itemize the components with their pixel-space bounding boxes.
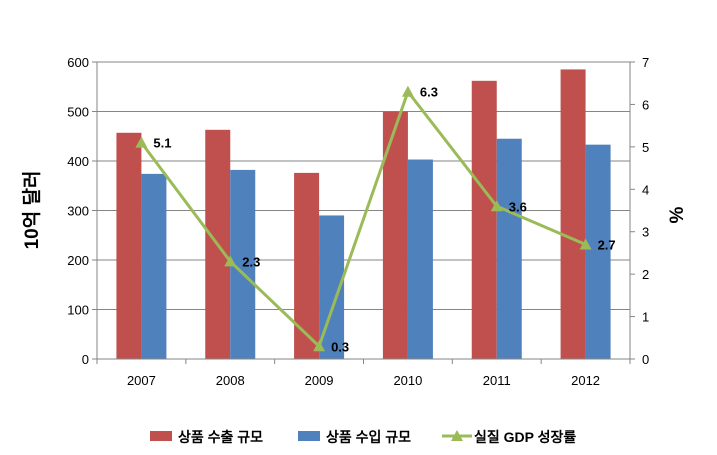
y2-tick-label: 1: [642, 310, 649, 325]
gdp-marker: [135, 136, 148, 148]
y-tick-label: 0: [82, 352, 89, 367]
y2-axis-label: %: [667, 206, 688, 223]
data-label: 6.3: [420, 85, 438, 100]
y-tick-label: 400: [67, 154, 89, 169]
y2-tick-label: 0: [642, 352, 649, 367]
x-tick-label: 2007: [127, 373, 156, 388]
y2-tick-label: 3: [642, 225, 649, 240]
y2-tick-label: 5: [642, 140, 649, 155]
legend-label: 상품 수입 규모: [326, 429, 411, 445]
bar-export: [560, 69, 586, 360]
y2-tick-label: 7: [642, 55, 649, 70]
data-label: 3.6: [509, 199, 527, 214]
bar-export: [294, 172, 320, 359]
data-label: 2.3: [242, 254, 260, 269]
legend-marker: [451, 430, 463, 441]
bar-export: [116, 132, 142, 359]
gdp-marker: [224, 255, 237, 267]
gdp-marker: [401, 85, 414, 97]
x-tick-label: 2010: [393, 373, 422, 388]
x-tick-label: 2012: [571, 373, 600, 388]
gdp-line: [140, 88, 587, 349]
legend-swatch: [150, 431, 172, 441]
legend-label: 상품 수출 규모: [178, 429, 263, 445]
x-tick-label: 2011: [483, 373, 511, 388]
bar-import: [585, 144, 611, 359]
data-label: 0.3: [331, 339, 349, 354]
bar-import: [496, 138, 522, 359]
gdp-marker: [313, 340, 326, 352]
data-label: 2.7: [598, 237, 616, 252]
y2-tick-label: 2: [642, 267, 649, 282]
legend: 상품 수출 규모 상품 수입 규모 실질 GDP 성장률: [150, 429, 576, 445]
bar-import: [141, 173, 167, 359]
gdp-marker: [490, 200, 503, 212]
y-tick-label: 300: [67, 204, 89, 219]
y-tick-label: 200: [67, 253, 89, 268]
legend-swatch: [298, 431, 320, 441]
data-label: 5.1: [153, 136, 171, 151]
y-tick-label: 600: [67, 55, 89, 70]
gdp-marker: [579, 238, 592, 250]
x-tick-label: 2009: [305, 373, 334, 388]
y2-tick-label: 6: [642, 97, 649, 112]
bar-import: [407, 159, 433, 359]
y2-tick-label: 4: [642, 182, 649, 197]
y-tick-label: 500: [67, 105, 89, 120]
bar-export: [471, 80, 497, 359]
y-axis-label: 10억 달러: [21, 171, 43, 250]
legend-label: 실질 GDP 성장률: [474, 429, 576, 445]
x-tick-label: 2008: [216, 373, 245, 388]
y-tick-label: 100: [67, 303, 89, 318]
